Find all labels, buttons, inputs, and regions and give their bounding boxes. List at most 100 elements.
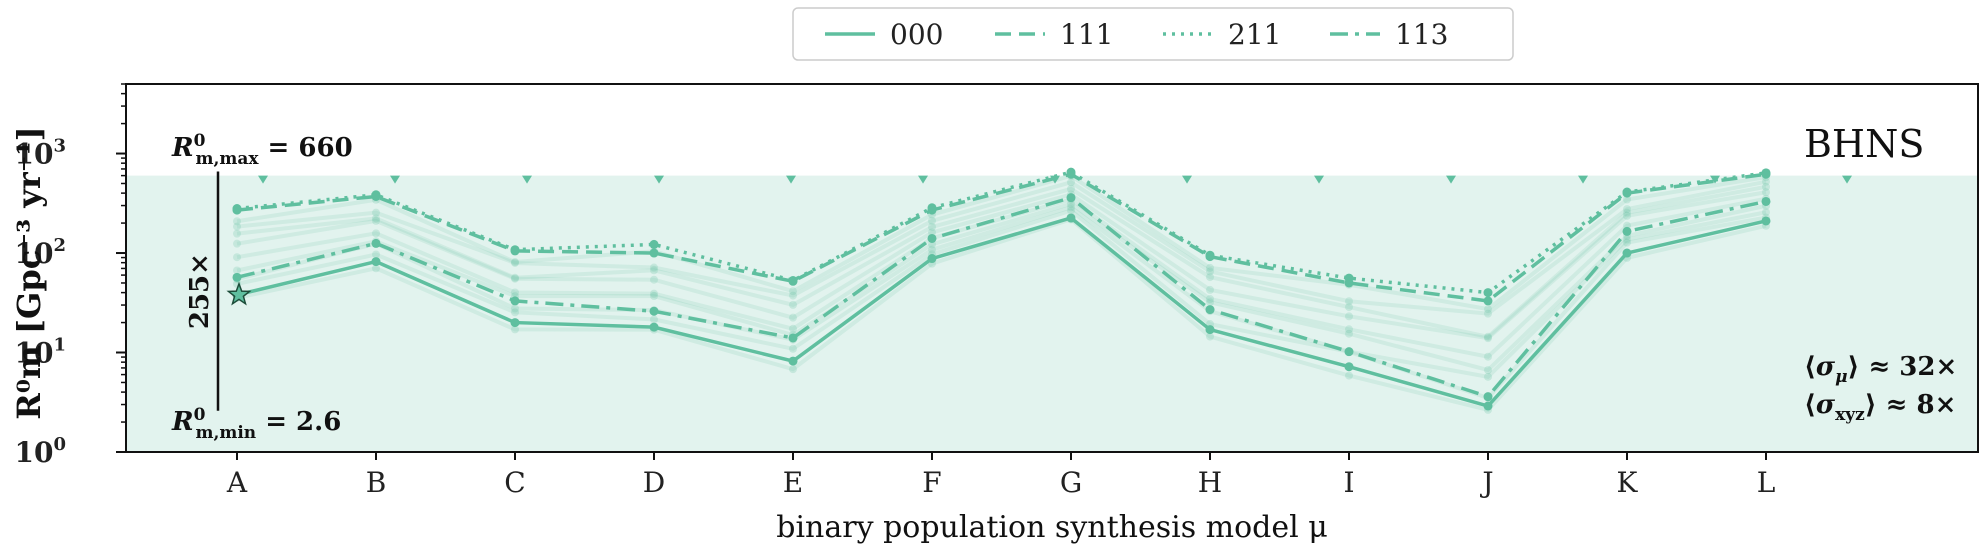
data-point-000 bbox=[1622, 248, 1632, 258]
upper-limit-marker bbox=[1710, 175, 1720, 184]
faint-point bbox=[928, 222, 936, 231]
upper-limit-markers bbox=[258, 175, 1852, 184]
faint-point bbox=[789, 365, 797, 374]
faint-point bbox=[1206, 298, 1214, 307]
series-line-111 bbox=[236, 172, 1767, 303]
faint-point bbox=[233, 222, 241, 231]
faint-point bbox=[1762, 208, 1770, 217]
faint-point bbox=[1762, 188, 1770, 197]
faint-point bbox=[1067, 206, 1075, 215]
legend-label-211: 211 bbox=[1228, 18, 1281, 51]
faint-point bbox=[511, 325, 519, 334]
legend: 000 111 211 113 bbox=[825, 18, 1448, 51]
data-point-000 bbox=[1344, 362, 1354, 372]
faint-point bbox=[1484, 334, 1492, 343]
x-tick-label: H bbox=[1198, 466, 1222, 499]
legend-label-111: 111 bbox=[1060, 18, 1113, 51]
faint-point bbox=[650, 263, 658, 272]
data-point-000 bbox=[1761, 216, 1771, 226]
faint-point bbox=[789, 344, 797, 353]
min-rate-label: R0 m,min = 2.6 bbox=[171, 405, 341, 443]
faint-point bbox=[1762, 177, 1770, 186]
data-point-113 bbox=[510, 296, 520, 306]
data-point-111 bbox=[1483, 296, 1493, 306]
x-tick-label: K bbox=[1617, 466, 1639, 499]
data-point-113 bbox=[927, 233, 937, 243]
faint-point bbox=[233, 253, 241, 262]
series-lines bbox=[232, 167, 1771, 411]
faint-point bbox=[1484, 332, 1492, 341]
faint-point bbox=[233, 217, 241, 226]
faint-line bbox=[236, 205, 1767, 379]
sigma-xyz-label: ⟨σxyz⟩ ≈ 8× bbox=[1804, 390, 1956, 425]
data-point-113 bbox=[649, 306, 659, 316]
faint-point bbox=[1484, 366, 1492, 375]
faint-point bbox=[1345, 329, 1353, 338]
sigma-mu-label: ⟨σμ⟩ ≈ 32× bbox=[1804, 352, 1957, 387]
upper-limit-marker bbox=[786, 175, 796, 184]
faint-point bbox=[928, 245, 936, 254]
data-point-211 bbox=[1205, 250, 1215, 260]
faint-point bbox=[1345, 371, 1353, 380]
x-tick-label: E bbox=[783, 466, 803, 499]
data-point-211 bbox=[1483, 288, 1493, 298]
y-axis: 100 101 102 103 bbox=[15, 83, 126, 469]
upper-limit-marker bbox=[654, 175, 664, 184]
upper-limit-marker bbox=[522, 175, 532, 184]
population-title: BHNS bbox=[1804, 122, 1924, 166]
faint-point bbox=[1484, 352, 1492, 361]
x-tick-label: F bbox=[922, 466, 941, 499]
faint-point bbox=[650, 315, 658, 324]
data-point-113 bbox=[1344, 347, 1354, 357]
faint-point bbox=[511, 304, 519, 313]
y-tick-label: 102 bbox=[15, 235, 67, 270]
data-point-211 bbox=[927, 203, 937, 213]
y-tick-label: 101 bbox=[15, 335, 67, 370]
data-point-000 bbox=[1066, 213, 1076, 223]
faint-line bbox=[236, 190, 1767, 341]
faint-point bbox=[511, 273, 519, 282]
legend-label-000: 000 bbox=[890, 18, 943, 51]
data-point-211 bbox=[1761, 168, 1771, 178]
upper-limit-marker bbox=[390, 175, 400, 184]
data-point-211 bbox=[232, 204, 242, 214]
legend-box bbox=[792, 7, 1514, 61]
faint-point bbox=[650, 292, 658, 301]
data-point-111 bbox=[649, 248, 659, 258]
star-marker bbox=[226, 281, 252, 306]
faint-point bbox=[372, 250, 380, 259]
faint-line bbox=[236, 217, 1767, 413]
faint-point bbox=[1623, 238, 1631, 247]
data-point-113 bbox=[788, 333, 798, 343]
faint-point bbox=[233, 239, 241, 248]
faint-line bbox=[236, 184, 1767, 339]
faint-point bbox=[511, 258, 519, 267]
x-tick-label: J bbox=[1479, 466, 1493, 499]
data-point-113 bbox=[1066, 193, 1076, 203]
upper-limit-marker bbox=[1182, 175, 1192, 184]
faint-point bbox=[233, 229, 241, 238]
faint-point bbox=[1623, 195, 1631, 204]
data-point-000 bbox=[927, 254, 937, 264]
series-line-211 bbox=[236, 170, 1767, 295]
x-axis-title: binary population synthesis model μ bbox=[776, 510, 1327, 545]
faint-point bbox=[1206, 294, 1214, 303]
y-tick-label: 103 bbox=[15, 136, 67, 171]
data-point-113 bbox=[1205, 305, 1215, 315]
faint-point bbox=[1484, 305, 1492, 314]
x-tick-label: A bbox=[226, 466, 248, 499]
faint-point bbox=[511, 258, 519, 267]
range-factor-label: 255× bbox=[185, 253, 215, 329]
data-point-000 bbox=[510, 318, 520, 328]
faint-point bbox=[372, 216, 380, 225]
data-point-113 bbox=[232, 272, 242, 282]
data-point-113 bbox=[371, 238, 381, 248]
faint-point bbox=[1067, 184, 1075, 193]
faint-line bbox=[236, 173, 1767, 312]
faint-point bbox=[650, 266, 658, 275]
plot-band bbox=[126, 175, 1978, 453]
x-tick-label: D bbox=[643, 466, 665, 499]
faint-point bbox=[650, 289, 658, 298]
faint-point bbox=[1623, 235, 1631, 244]
